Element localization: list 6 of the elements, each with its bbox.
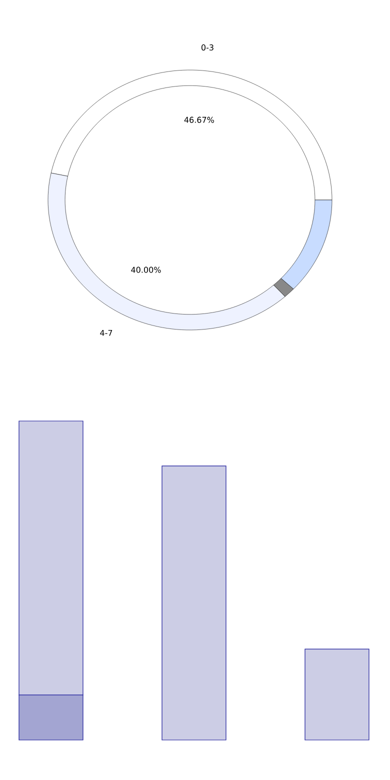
slice-label: 0-3 [201,44,214,50]
slice-label: 4-7 [100,330,112,336]
data-label: 40.00% [131,266,161,273]
bar [304,648,370,740]
bar [162,466,226,740]
data-label: 46.67% [184,116,214,123]
